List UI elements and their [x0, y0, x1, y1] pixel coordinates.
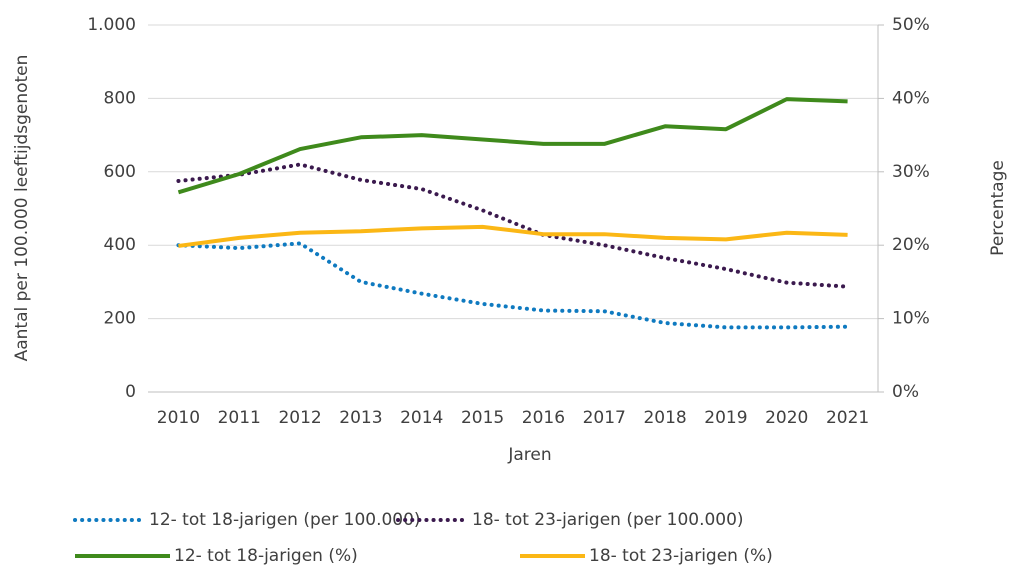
x-tick-label: 2016 — [522, 408, 565, 428]
y-axis-label: Aantal per 100.000 leeftijdsgenoten — [12, 55, 32, 362]
x-tick-label: 2011 — [218, 408, 261, 428]
y2-tick-label: 10% — [892, 309, 930, 329]
y-tick-label: 1.000 — [87, 15, 136, 35]
x-axis-label: Jaren — [507, 445, 551, 465]
series-line — [177, 97, 848, 195]
y2-tick-label: 40% — [892, 88, 930, 108]
legend-label: 18- tot 23-jarigen (per 100.000) — [472, 510, 744, 530]
y2-tick-label: 50% — [892, 15, 930, 35]
y-tick-label: 200 — [104, 309, 136, 329]
x-tick-label: 2015 — [461, 408, 504, 428]
x-tick-label: 2010 — [157, 408, 200, 428]
legend-label: 18- tot 23-jarigen (%) — [589, 546, 773, 566]
y-tick-label: 400 — [104, 235, 136, 255]
series-line — [176, 162, 850, 289]
y-tick-label: 600 — [104, 162, 136, 182]
legend-label: 12- tot 18-jarigen (per 100.000) — [149, 510, 421, 530]
y2-tick-label: 20% — [892, 235, 930, 255]
x-tick-label: 2021 — [826, 408, 869, 428]
series-line — [178, 224, 848, 248]
x-tick-label: 2013 — [339, 408, 382, 428]
series-line — [176, 241, 850, 330]
y2-tick-label: 0% — [892, 382, 919, 402]
x-tick-label: 2017 — [583, 408, 626, 428]
y2-tick-label: 30% — [892, 162, 930, 182]
legend-label: 12- tot 18-jarigen (%) — [174, 546, 358, 566]
y2-axis-label: Percentage — [988, 160, 1008, 256]
x-tick-label: 2019 — [704, 408, 747, 428]
x-tick-label: 2014 — [400, 408, 443, 428]
y-tick-label: 800 — [104, 88, 136, 108]
x-tick-label: 2018 — [643, 408, 686, 428]
y-tick-label: 0 — [125, 382, 136, 402]
x-tick-label: 2020 — [765, 408, 808, 428]
x-tick-label: 2012 — [278, 408, 321, 428]
